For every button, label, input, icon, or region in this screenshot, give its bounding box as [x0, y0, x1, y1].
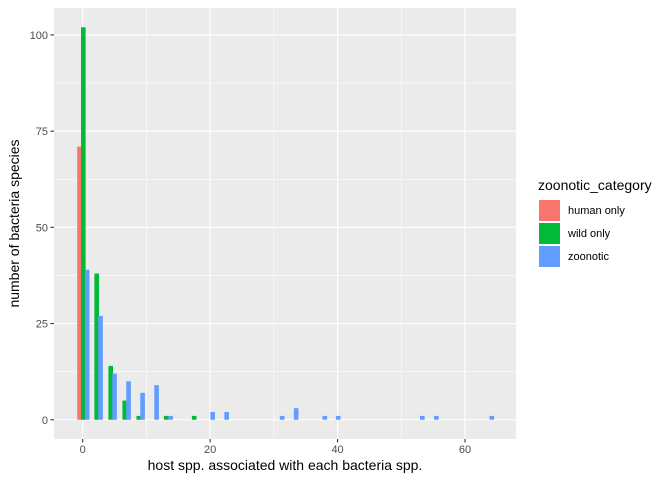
bar-zoonotic [489, 415, 495, 420]
x-axis: 0 20 40 60 [80, 439, 471, 456]
bar-zoonotic [210, 412, 215, 420]
bar-zoonotic [112, 373, 117, 420]
legend-key-zoonotic [539, 246, 560, 267]
bar-wild-only [122, 400, 128, 420]
y-tick-label: 100 [30, 30, 48, 42]
x-tick-label: 20 [204, 444, 216, 456]
bar-zoonotic [98, 315, 103, 420]
legend-title: zoonotic_category [538, 177, 652, 193]
bar-wild-only [191, 415, 197, 420]
bar-zoonotic [335, 415, 341, 420]
y-tick-label: 0 [42, 415, 48, 427]
bar-zoonotic [140, 392, 145, 420]
bar-zoonotic [84, 269, 90, 420]
bar-zoonotic [224, 412, 229, 420]
bar-wild-only [163, 415, 169, 420]
y-tick-label: 75 [36, 126, 48, 138]
y-tick-label: 25 [36, 319, 48, 331]
legend-item-wild-only: wild only [539, 223, 611, 244]
bar-zoonotic [279, 415, 285, 420]
grid-major [54, 8, 516, 439]
x-tick-label: 0 [80, 444, 86, 456]
x-axis-title: host spp. associated with each bacteria … [148, 457, 423, 473]
x-tick-label: 60 [459, 444, 471, 456]
bar-human-only [77, 146, 82, 420]
bar-zoonotic [168, 415, 173, 420]
legend-item-human-only: human only [539, 200, 625, 221]
legend-label-wild-only: wild only [567, 228, 611, 240]
legend-key-human-only [539, 200, 560, 221]
bar-zoonotic [420, 415, 425, 420]
legend-label-human-only: human only [568, 205, 625, 217]
bar-zoonotic [154, 385, 159, 420]
legend-item-zoonotic: zoonotic [539, 246, 609, 267]
plot-panel [54, 8, 516, 439]
y-axis: 0 25 50 75 100 [30, 30, 54, 427]
bar-wild-only [108, 365, 114, 420]
bar-wild-only [81, 27, 86, 420]
grid-minor [54, 8, 516, 439]
y-axis-title: number of bacteria species [6, 139, 22, 307]
bar-zoonotic [126, 381, 131, 420]
legend-items: human only wild only zoonotic [539, 200, 625, 267]
y-tick-label: 50 [36, 222, 48, 234]
x-tick-label: 40 [331, 444, 343, 456]
legend-label-zoonotic: zoonotic [568, 251, 609, 263]
legend-key-wild-only [539, 223, 560, 244]
bars [77, 27, 495, 420]
bar-wild-only [94, 273, 99, 420]
bar-wild-only [136, 415, 142, 420]
bar-zoonotic [293, 408, 299, 420]
legend: zoonotic_category human only wild only zoo… [538, 177, 652, 267]
bar-zoonotic [434, 415, 439, 420]
bar-zoonotic [322, 415, 328, 420]
